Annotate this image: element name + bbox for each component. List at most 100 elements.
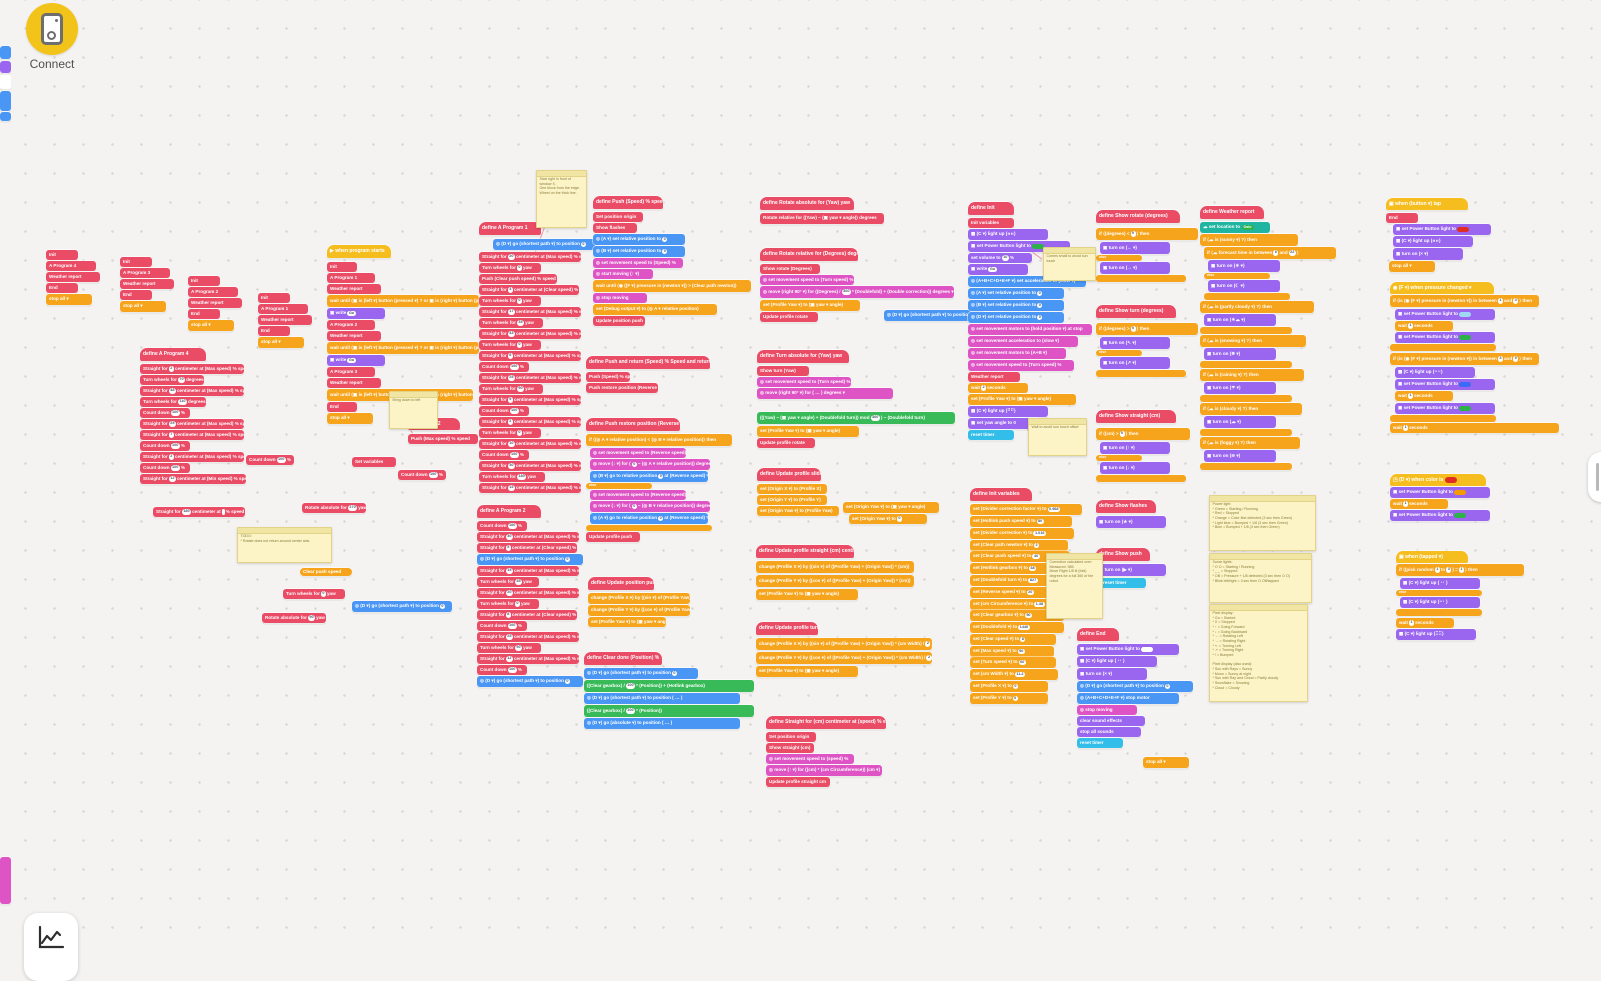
- def-clear-done-hat[interactable]: define Clear done (Position) %: [584, 652, 662, 665]
- def-a-program-4-block[interactable]: Turn wheels for 70 degrees: [140, 375, 204, 385]
- def-init-block[interactable]: ◎ set movement speed to (Turn speed) %: [968, 360, 1074, 371]
- def-clear-done-block[interactable]: ◎ (D ▾) go (shortest path ▾) to position…: [584, 668, 698, 679]
- prog-stack-2-block[interactable]: Init: [188, 276, 220, 286]
- def-a-program-2-block[interactable]: Straight for 30 centimeter at (Max speed…: [477, 532, 579, 542]
- event-color-red-block[interactable]: wait 1 seconds: [1390, 499, 1448, 509]
- def-init-variables-hat[interactable]: define Init variables: [970, 488, 1032, 501]
- def-init-block[interactable]: ▦ (C ▾) light up (⠶⠶): [968, 229, 1048, 240]
- def-init-variables-block[interactable]: set (Clear speed ▾) to 8: [970, 634, 1056, 645]
- def-clear-done-block[interactable]: ((Clear gearbox) / 100 * (Position)): [584, 705, 754, 717]
- def-weather-report-block[interactable]: [1200, 395, 1292, 402]
- def-init-block[interactable]: ▦ (C ▾) light up (⠛⠛): [968, 406, 1048, 417]
- def-init-block[interactable]: set (Profile Yaw ▾) to (▣ yaw ▾ angle): [968, 394, 1076, 405]
- def-a-program-1-block[interactable]: Turn wheels for 180 yaw: [479, 472, 545, 482]
- def-weather-report-block[interactable]: [1204, 293, 1290, 300]
- event-pressure-changed-block[interactable]: wait 1 seconds: [1395, 321, 1453, 331]
- event-pressure-changed-block[interactable]: if ⟨is (◉ (F ▾) pressure in (newton ▾)) …: [1390, 295, 1539, 307]
- block-canvas[interactable]: Init A Program 4 Weather report End stop all…: [0, 0, 1601, 955]
- def-init-variables-block[interactable]: set (Clear path newton ▾) to 2: [970, 540, 1068, 551]
- def-a-program-1-block[interactable]: Count down 100 %: [479, 362, 529, 372]
- def-init-variables-block[interactable]: set (Doublefold ▾) to 1440: [970, 622, 1064, 633]
- def-a-program-1-block[interactable]: Straight for 5 centimeter at (Max speed)…: [479, 395, 581, 405]
- def-turn-absolute-hat[interactable]: define Turn absolute for (Yaw) yaw: [757, 350, 849, 363]
- def-weather-report-block[interactable]: ▣ turn on (☀ ▾): [1208, 260, 1280, 272]
- event-button-tap-block[interactable]: ▦ (C ▾) light up (⠶⠶): [1393, 236, 1473, 247]
- comment-note[interactable]: Comes small to avoid sun touch: [1043, 247, 1096, 281]
- def-init-variables-block[interactable]: set (Divider correction factor ▾) to 0.9…: [970, 504, 1082, 515]
- main-program-hat[interactable]: ▶ when program starts: [327, 245, 391, 258]
- def-init-block[interactable]: ▣ set Power Button light to: [968, 241, 1070, 252]
- main-program-block[interactable]: ▣ write Go: [327, 308, 385, 319]
- event-pressure-changed-block[interactable]: ▣ set Power Button light to: [1395, 403, 1495, 414]
- frag-push-max-block[interactable]: Push (Max speed) % speed: [408, 434, 478, 444]
- floater-clear-push-block[interactable]: Clear push speed: [300, 568, 352, 576]
- def-init-block[interactable]: ▣ set yaw angle to 0: [968, 418, 1040, 429]
- def-a-program-2-block[interactable]: Straight for 12 centimeter at (Max speed…: [477, 654, 579, 664]
- event-when-tapped-block[interactable]: wait 1 seconds: [1396, 618, 1454, 628]
- def-a-program-2-block[interactable]: Straight for 20 centimeter at (Max speed…: [477, 588, 579, 598]
- def-end-block[interactable]: ◎ stop moving: [1077, 705, 1137, 715]
- def-weather-report-block[interactable]: [1200, 361, 1292, 368]
- clipped-block[interactable]: [0, 112, 11, 121]
- def-show-straight-block[interactable]: if ⟨(cm) > 0 ⟩ then: [1096, 428, 1190, 440]
- def-init-variables-block[interactable]: set (Divider correction ▾) to 1.016: [970, 528, 1074, 539]
- def-a-program-1-block[interactable]: Turn wheels for 90 yaw: [479, 384, 543, 394]
- def-weather-report-block[interactable]: if ⟨☁ is (raining ▾) ?⟩ then: [1200, 369, 1304, 381]
- def-rotate-relative-block[interactable]: Show rotate (Degrees): [760, 264, 820, 274]
- def-a-program-2-block[interactable]: ◎ (D ▾) go (shortest path ▾) to position…: [477, 676, 583, 687]
- def-straight-for-hat[interactable]: define Straight for (cm) centimeter at (…: [766, 716, 886, 729]
- floater-countdown-block[interactable]: Count down 100 %: [246, 455, 294, 465]
- def-a-program-4-block[interactable]: Count down 100 %: [140, 408, 190, 418]
- def-show-turn-block[interactable]: ▣ turn on (↖ ▾): [1100, 337, 1170, 349]
- def-weather-report-block[interactable]: [1200, 429, 1292, 436]
- def-clear-done-block[interactable]: ◎ (D ▾) go (absolute ▾) to position ( … …: [584, 718, 740, 729]
- event-pressure-changed-block[interactable]: ▦ (C ▾) light up (⠒⠒): [1395, 367, 1475, 378]
- def-a-program-2-block[interactable]: Turn wheels for 45 yaw: [477, 577, 539, 587]
- prog-stack-1-block[interactable]: Weather report: [258, 315, 312, 325]
- def-push-restore-block[interactable]: Update profile push: [586, 532, 640, 542]
- event-button-tap-block[interactable]: stop all ▾: [1389, 261, 1435, 272]
- def-push-speed-block[interactable]: Update position push: [593, 316, 645, 326]
- def-update-profile-turn-block[interactable]: change (Profile Y ▾) by ((cos ▾) of ((Pr…: [756, 652, 932, 664]
- def-init-block[interactable]: Init variables: [968, 218, 1014, 228]
- def-show-push-block[interactable]: reset timer: [1100, 578, 1146, 588]
- def-init-block[interactable]: Weather report: [968, 372, 1020, 382]
- def-weather-report-hat[interactable]: define Weather report: [1200, 206, 1264, 219]
- def-push-speed-block[interactable]: ◎ stop moving: [593, 293, 647, 303]
- def-show-rotate-block[interactable]: [1096, 275, 1186, 282]
- def-push-speed-block[interactable]: ◎ (A ▾) set relative position to 0: [593, 234, 685, 245]
- def-init-block[interactable]: ◎ set movement motors to (A+B ▾): [968, 348, 1066, 359]
- def-a-program-4-block[interactable]: Turn wheels for 110 degrees: [140, 397, 206, 407]
- def-show-rotate-block[interactable]: ▣ turn on (→ ▾): [1100, 262, 1170, 274]
- event-button-tap-block[interactable]: ▣ set Power Button light to: [1393, 224, 1491, 235]
- def-weather-report-block[interactable]: ▣ turn on (❄ ▾): [1204, 348, 1276, 360]
- def-a-program-2-hat[interactable]: define A Program 2: [477, 505, 541, 518]
- def-straight-for-block[interactable]: Set position origin: [766, 732, 816, 742]
- prog-stack-2-block[interactable]: End: [188, 309, 220, 319]
- def-push-speed-block[interactable]: Show flashes: [593, 223, 637, 233]
- def-a-program-4-block[interactable]: Straight for 2 centimeter at (Max speed)…: [140, 364, 244, 374]
- comment-note[interactable]: Bring down to left: [389, 391, 438, 429]
- event-color-red-hat[interactable]: ◳ (D ▾) when color is: [1390, 474, 1486, 486]
- def-weather-report-block[interactable]: if ⟨☁ is (sunny ▾) ?⟩ then: [1200, 234, 1298, 246]
- def-show-straight-block[interactable]: ▣ turn on (↑ ▾): [1100, 442, 1170, 454]
- def-init-block[interactable]: ◎ set movement motors to (hold position …: [968, 324, 1092, 335]
- prog-stack-3-block[interactable]: Init: [120, 257, 152, 267]
- def-straight-for-block[interactable]: ◎ set movement speed to (speed) %: [766, 754, 854, 764]
- def-a-program-2-block[interactable]: Straight for 25 centimeter at (Max speed…: [477, 632, 579, 642]
- def-end-block[interactable]: ◎ (A+B+C+D+E+F ▾) stop motor: [1077, 693, 1179, 704]
- def-a-program-1-block[interactable]: Straight for 8 centimeter at (Max speed)…: [479, 351, 581, 361]
- main-program-block[interactable]: stop all ▾: [327, 413, 373, 424]
- prog-stack-4-block[interactable]: Weather report: [46, 272, 100, 282]
- prog-stack-1-block[interactable]: Init: [258, 293, 290, 303]
- def-a-program-4-block[interactable]: Count down 100 %: [140, 441, 190, 451]
- prog-stack-1-block[interactable]: End: [258, 326, 290, 336]
- def-show-push-hat[interactable]: define Show push: [1096, 548, 1150, 561]
- def-init-block[interactable]: reset timer: [968, 430, 1014, 440]
- def-a-program-1-block[interactable]: Turn wheels for 0 yaw: [479, 263, 541, 273]
- def-show-straight-block[interactable]: [1096, 475, 1186, 482]
- def-clear-done-block[interactable]: ((Clear gearbox) / 100 * (Position)) + (…: [584, 680, 754, 692]
- def-a-program-4-block[interactable]: Straight for 7 centimeter at (Max speed)…: [140, 430, 244, 440]
- floater-rotate-270-block[interactable]: Rotate absolute for 270 yaw: [302, 503, 366, 513]
- def-a-program-1-block[interactable]: Straight for 25 centimeter at (Max speed…: [479, 373, 581, 383]
